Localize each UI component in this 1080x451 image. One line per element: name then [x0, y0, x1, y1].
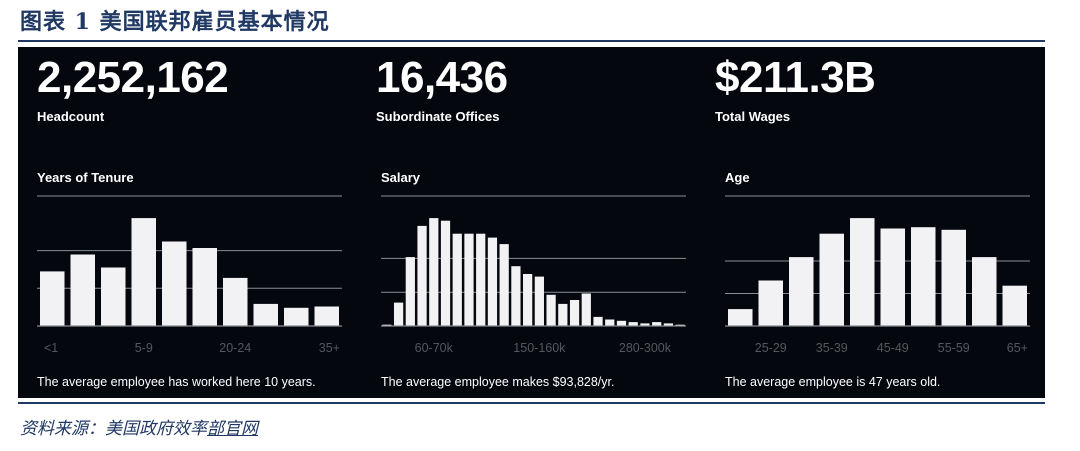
bar: [452, 233, 462, 326]
stat-label: Subordinate Offices: [376, 109, 500, 124]
figure-title: 图表 1 美国联邦雇员基本情况: [20, 9, 330, 35]
chart-title-salary: Salary: [381, 170, 421, 185]
bar: [476, 233, 486, 326]
bar: [393, 302, 404, 326]
tick-label: <1: [44, 341, 58, 355]
tick-label: 5-9: [135, 341, 153, 355]
bar: [675, 324, 685, 326]
bar: [1002, 285, 1027, 326]
bar: [652, 322, 662, 326]
bar: [789, 257, 814, 326]
bar: [162, 241, 187, 326]
bar: [534, 276, 544, 326]
stat-wages: $211.3B Total Wages: [715, 53, 876, 125]
bar: [40, 271, 65, 326]
top-rule: [18, 40, 1045, 42]
bar: [850, 218, 875, 326]
age-note: The average employee is 47 years old.: [725, 375, 941, 389]
tick-label: 25-29: [755, 341, 787, 355]
tick-label: 55-59: [938, 341, 970, 355]
stat-offices: 16,436 Subordinate Offices: [376, 53, 508, 125]
stat-label: Headcount: [37, 109, 105, 124]
bar: [819, 233, 844, 326]
bar: [382, 324, 392, 326]
bar: [581, 293, 591, 326]
dashboard-panel: 2,252,162 Headcount 16,436 Subordinate O…: [18, 47, 1045, 398]
bar: [640, 323, 650, 326]
stat-value: 2,252,162: [37, 53, 229, 102]
source-text: 资料来源：美国政府效率: [20, 419, 207, 439]
bar: [758, 280, 783, 326]
chart-title-tenure: Years of Tenure: [37, 170, 134, 185]
bar: [972, 257, 997, 326]
salary-chart: 60-70k 150-160k 280-300k: [381, 195, 686, 355]
tenure-note: The average employee has worked here 10 …: [37, 375, 316, 389]
stat-value: 16,436: [376, 53, 508, 102]
tick-label: 20-24: [219, 341, 251, 355]
bar: [192, 248, 217, 326]
tick-label: 65+: [1007, 341, 1028, 355]
bar: [70, 254, 95, 326]
bar: [101, 267, 126, 326]
stat-label: Total Wages: [715, 109, 791, 124]
bar: [728, 309, 753, 326]
age-chart: 25-29 35-39 45-49 55-59 65+: [725, 195, 1030, 355]
bar: [223, 277, 248, 326]
bar: [131, 218, 156, 326]
bar: [284, 307, 309, 326]
bar: [911, 227, 936, 326]
bar: [880, 228, 905, 326]
bar: [616, 320, 627, 326]
chart-title-age: Age: [725, 170, 750, 185]
stat-headcount: 2,252,162 Headcount: [37, 53, 229, 125]
tick-label: 35+: [319, 341, 340, 355]
bar: [429, 218, 439, 326]
tick-label: 60-70k: [415, 341, 454, 355]
bar: [558, 303, 568, 326]
bar: [417, 225, 427, 326]
bar: [499, 244, 509, 326]
tick-label: 35-39: [816, 341, 848, 355]
bar: [405, 257, 415, 326]
bar: [663, 323, 674, 326]
bar: [546, 294, 556, 326]
bar: [569, 300, 580, 326]
bar: [628, 322, 638, 326]
tick-label: 280-300k: [619, 341, 672, 355]
bar: [593, 316, 603, 326]
source-note: 资料来源：美国政府效率部官网: [20, 414, 258, 439]
bar: [440, 220, 451, 326]
bar: [511, 266, 521, 326]
bar: [605, 319, 615, 326]
bar: [941, 229, 966, 326]
tenure-chart: <1 5-9 20-24 35+: [37, 195, 342, 355]
salary-note: The average employee makes $93,828/yr.: [381, 375, 615, 389]
source-link[interactable]: 部官网: [207, 419, 258, 439]
stat-value: $211.3B: [715, 53, 876, 102]
bar: [464, 233, 474, 326]
tick-label: 150-160k: [513, 341, 566, 355]
bar: [523, 274, 533, 326]
bottom-rule: [18, 402, 1045, 404]
tick-label: 45-49: [877, 341, 909, 355]
bar: [253, 303, 278, 326]
bar: [487, 237, 498, 326]
bar: [314, 306, 339, 326]
